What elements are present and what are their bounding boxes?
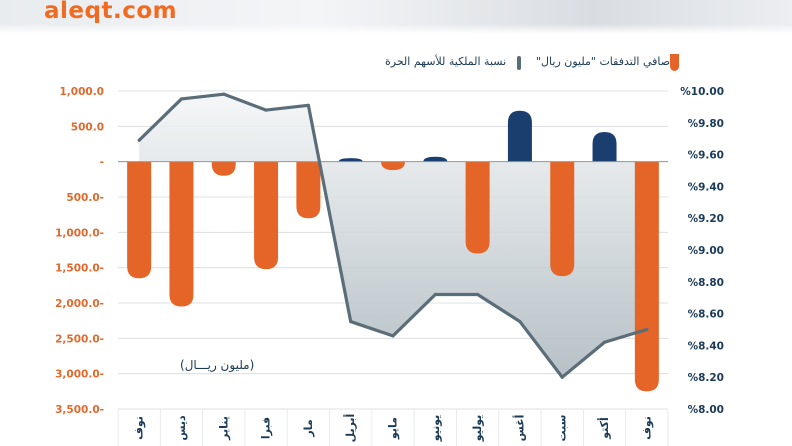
x-axis-tick-label: مايو [387,417,400,440]
ownership-area [139,94,647,378]
right-axis-tick-label: %9.20 [688,213,724,225]
legend: صافي التدفقات "مليون ريال" نسبة الملكية … [0,51,792,75]
left-axis-tick-label: - [100,157,104,169]
right-axis-tick-label: %9.00 [688,245,724,257]
x-axis-tick-label: سبت [556,415,569,442]
left-axis-tick-label: 1,500.0- [55,263,104,275]
ownership-point [222,92,226,96]
x-axis-tick-label: أبريل [343,414,357,443]
left-axis-tick-label: 3,500.0- [55,404,104,416]
legend-label-flows: صافي التدفقات "مليون ريال" [536,55,671,68]
header-banner: aleqt.com [0,0,792,34]
ownership-point [391,334,395,338]
bar-positive [592,131,617,162]
legend-label-ownership: نسبة الملكية للأسهم الحرة [385,55,507,68]
ownership-point [602,340,607,344]
right-axis-tick-label: %8.00 [688,404,724,416]
ownership-point [433,292,437,297]
brand-logo: aleqt.com [44,0,178,24]
legend-swatch-bar-icon [670,54,679,71]
ownership-point [264,108,268,112]
right-axis-tick-label: %9.40 [688,181,724,193]
x-axis-tick-label: يناير [217,416,230,441]
x-axis-tick-label: أكتو [597,417,611,440]
bar-negative [211,161,236,176]
bar-negative [634,161,659,392]
x-axis-tick-label: يونيو [429,415,442,443]
right-axis-tick-label: %8.20 [688,372,724,384]
x-axis-tick-label: ديس [175,415,188,441]
ownership-point [137,138,141,142]
right-axis-tick-label: %10.00 [680,86,724,98]
x-axis-tick-label: يوليو [471,415,484,443]
left-axis-tick-label: 500.0- [66,192,104,204]
x-axis-tick-label: نوف [640,416,653,440]
left-axis-tick-label: 2,000.0- [55,298,104,310]
bar-negative [169,161,194,307]
ownership-point [645,327,649,332]
bar-negative [381,161,405,171]
ownership-point [179,97,184,101]
ownership-point [306,103,310,107]
bar-positive [423,156,448,162]
left-axis-tick-label: 1,000.0 [59,86,104,98]
right-axis-tick-label: %9.80 [688,118,724,130]
bar-negative [296,161,321,219]
right-axis-tick-label: %8.60 [688,309,724,321]
ownership-point [349,319,353,324]
x-axis-tick-label: نوف [133,416,146,440]
right-axis-tick-label: %8.40 [688,340,724,352]
bar-negative [550,161,575,277]
ownership-point [518,319,522,324]
bar-positive [507,110,532,162]
left-axis-tick-label: 3,000.0- [55,369,104,381]
left-axis-tick-label: 1,000.0- [55,227,104,239]
bar-negative [127,161,152,279]
legend-swatch-line-icon [517,56,521,70]
right-axis-tick-label: %9.60 [688,150,724,162]
bar-negative [465,161,490,254]
ownership-point [560,375,564,379]
bar-positive [338,158,363,162]
left-axis-tick-label: 500.0 [71,121,104,133]
right-axis-tick-label: %8.80 [688,277,724,289]
bar-negative [254,161,279,270]
left-axis-tick-label: 2,500.0- [55,333,104,345]
x-axis-tick-label: فبرا [260,417,273,439]
x-axis-tick-label: مار [302,419,315,437]
ownership-point [476,292,480,297]
x-axis-tick-label: أغس [512,415,526,442]
unit-note: (مليون ريـــال) [180,358,255,372]
